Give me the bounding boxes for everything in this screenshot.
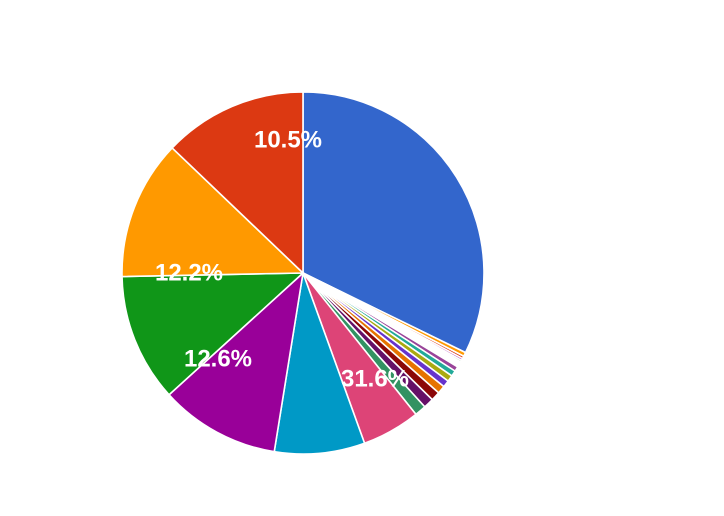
pie-slice-label: 12.2% bbox=[155, 259, 223, 286]
pie-slice[interactable] bbox=[171, 91, 304, 274]
pie-slice-label: 12.6% bbox=[184, 345, 252, 372]
pie-slice-label: 31.6% bbox=[341, 365, 409, 392]
pie-slice[interactable] bbox=[121, 272, 304, 396]
pie-slice[interactable] bbox=[273, 272, 366, 455]
pie-labels-group: 31.6% 12.6% 12.2% 10.5% bbox=[155, 126, 409, 392]
pie-slice[interactable] bbox=[121, 147, 304, 278]
pie-slice-label: 10.5% bbox=[254, 126, 322, 153]
pie-slice[interactable] bbox=[168, 272, 304, 453]
pie-slice[interactable] bbox=[302, 91, 485, 354]
pie-slices-group bbox=[121, 91, 485, 455]
